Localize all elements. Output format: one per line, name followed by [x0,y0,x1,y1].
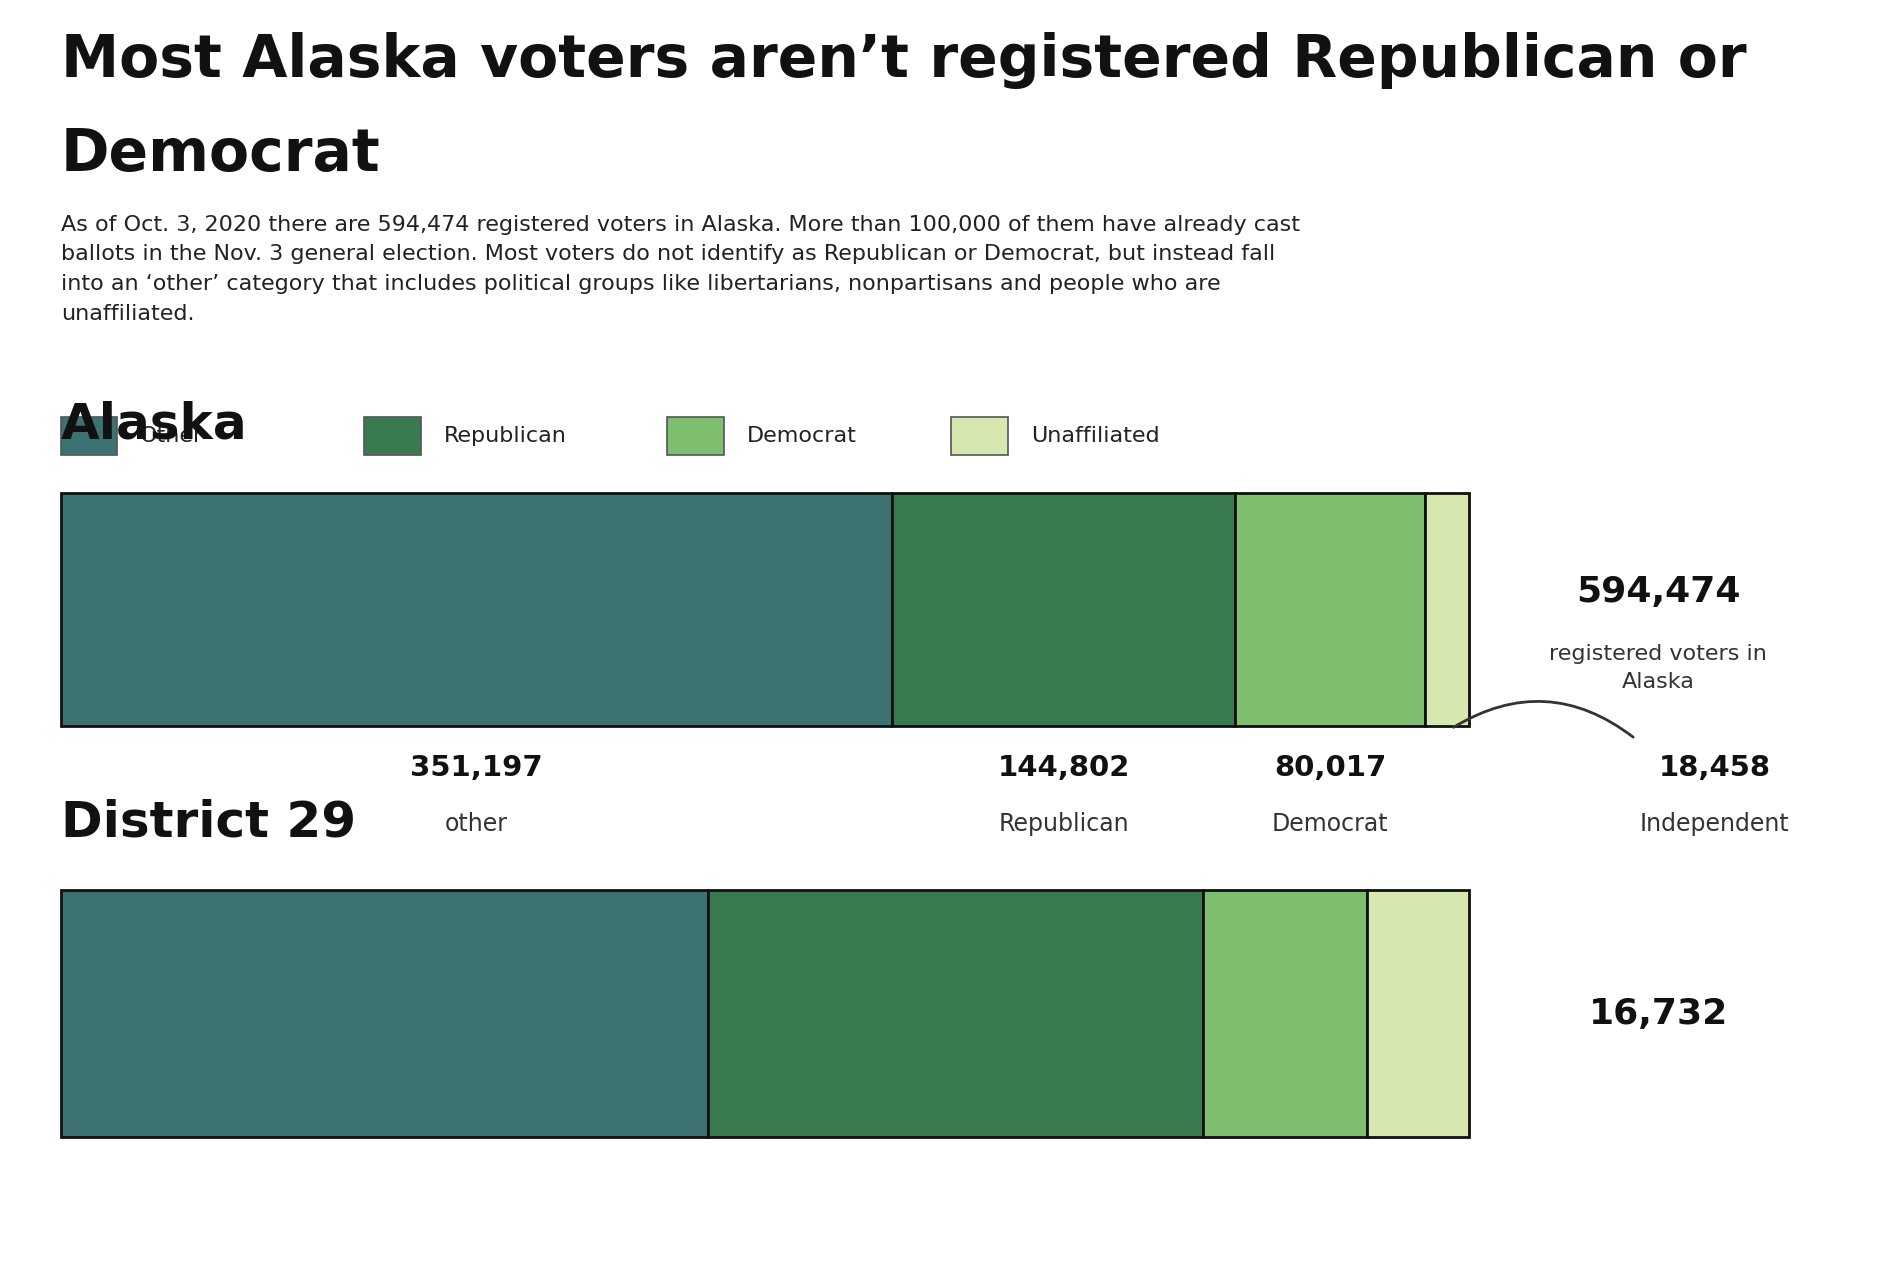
Text: Democrat: Democrat [61,126,381,183]
Text: Republican: Republican [999,812,1129,836]
Bar [61,493,893,726]
Bar [61,890,709,1137]
Text: Democrat: Democrat [1272,812,1389,836]
Bar [1236,493,1425,726]
Bar [709,890,1203,1137]
Text: Most Alaska voters aren’t registered Republican or: Most Alaska voters aren’t registered Rep… [61,32,1747,88]
Text: Democrat: Democrat [747,426,857,446]
Text: District 29: District 29 [61,798,356,846]
Text: other: other [445,812,508,836]
Text: Republican: Republican [443,426,567,446]
Text: 144,802: 144,802 [999,754,1129,782]
Text: Other: Other [140,426,203,446]
Bar [951,417,1008,455]
Text: Independent: Independent [1639,812,1791,836]
Text: 16,732: 16,732 [1588,997,1728,1031]
Text: registered voters in
Alaska: registered voters in Alaska [1550,644,1766,692]
Text: Alaska: Alaska [61,400,246,448]
Text: 18,458: 18,458 [1658,754,1772,782]
Text: As of Oct. 3, 2020 there are 594,474 registered voters in Alaska. More than 100,: As of Oct. 3, 2020 there are 594,474 reg… [61,215,1300,323]
Bar [364,417,421,455]
Bar [1368,890,1469,1137]
Bar [61,417,117,455]
Bar [1425,493,1469,726]
Bar [667,417,724,455]
Text: 351,197: 351,197 [409,754,542,782]
Text: 594,474: 594,474 [1577,575,1740,609]
Bar [1203,890,1368,1137]
Text: 80,017: 80,017 [1273,754,1387,782]
Text: Unaffiliated: Unaffiliated [1031,426,1160,446]
Bar [893,493,1236,726]
